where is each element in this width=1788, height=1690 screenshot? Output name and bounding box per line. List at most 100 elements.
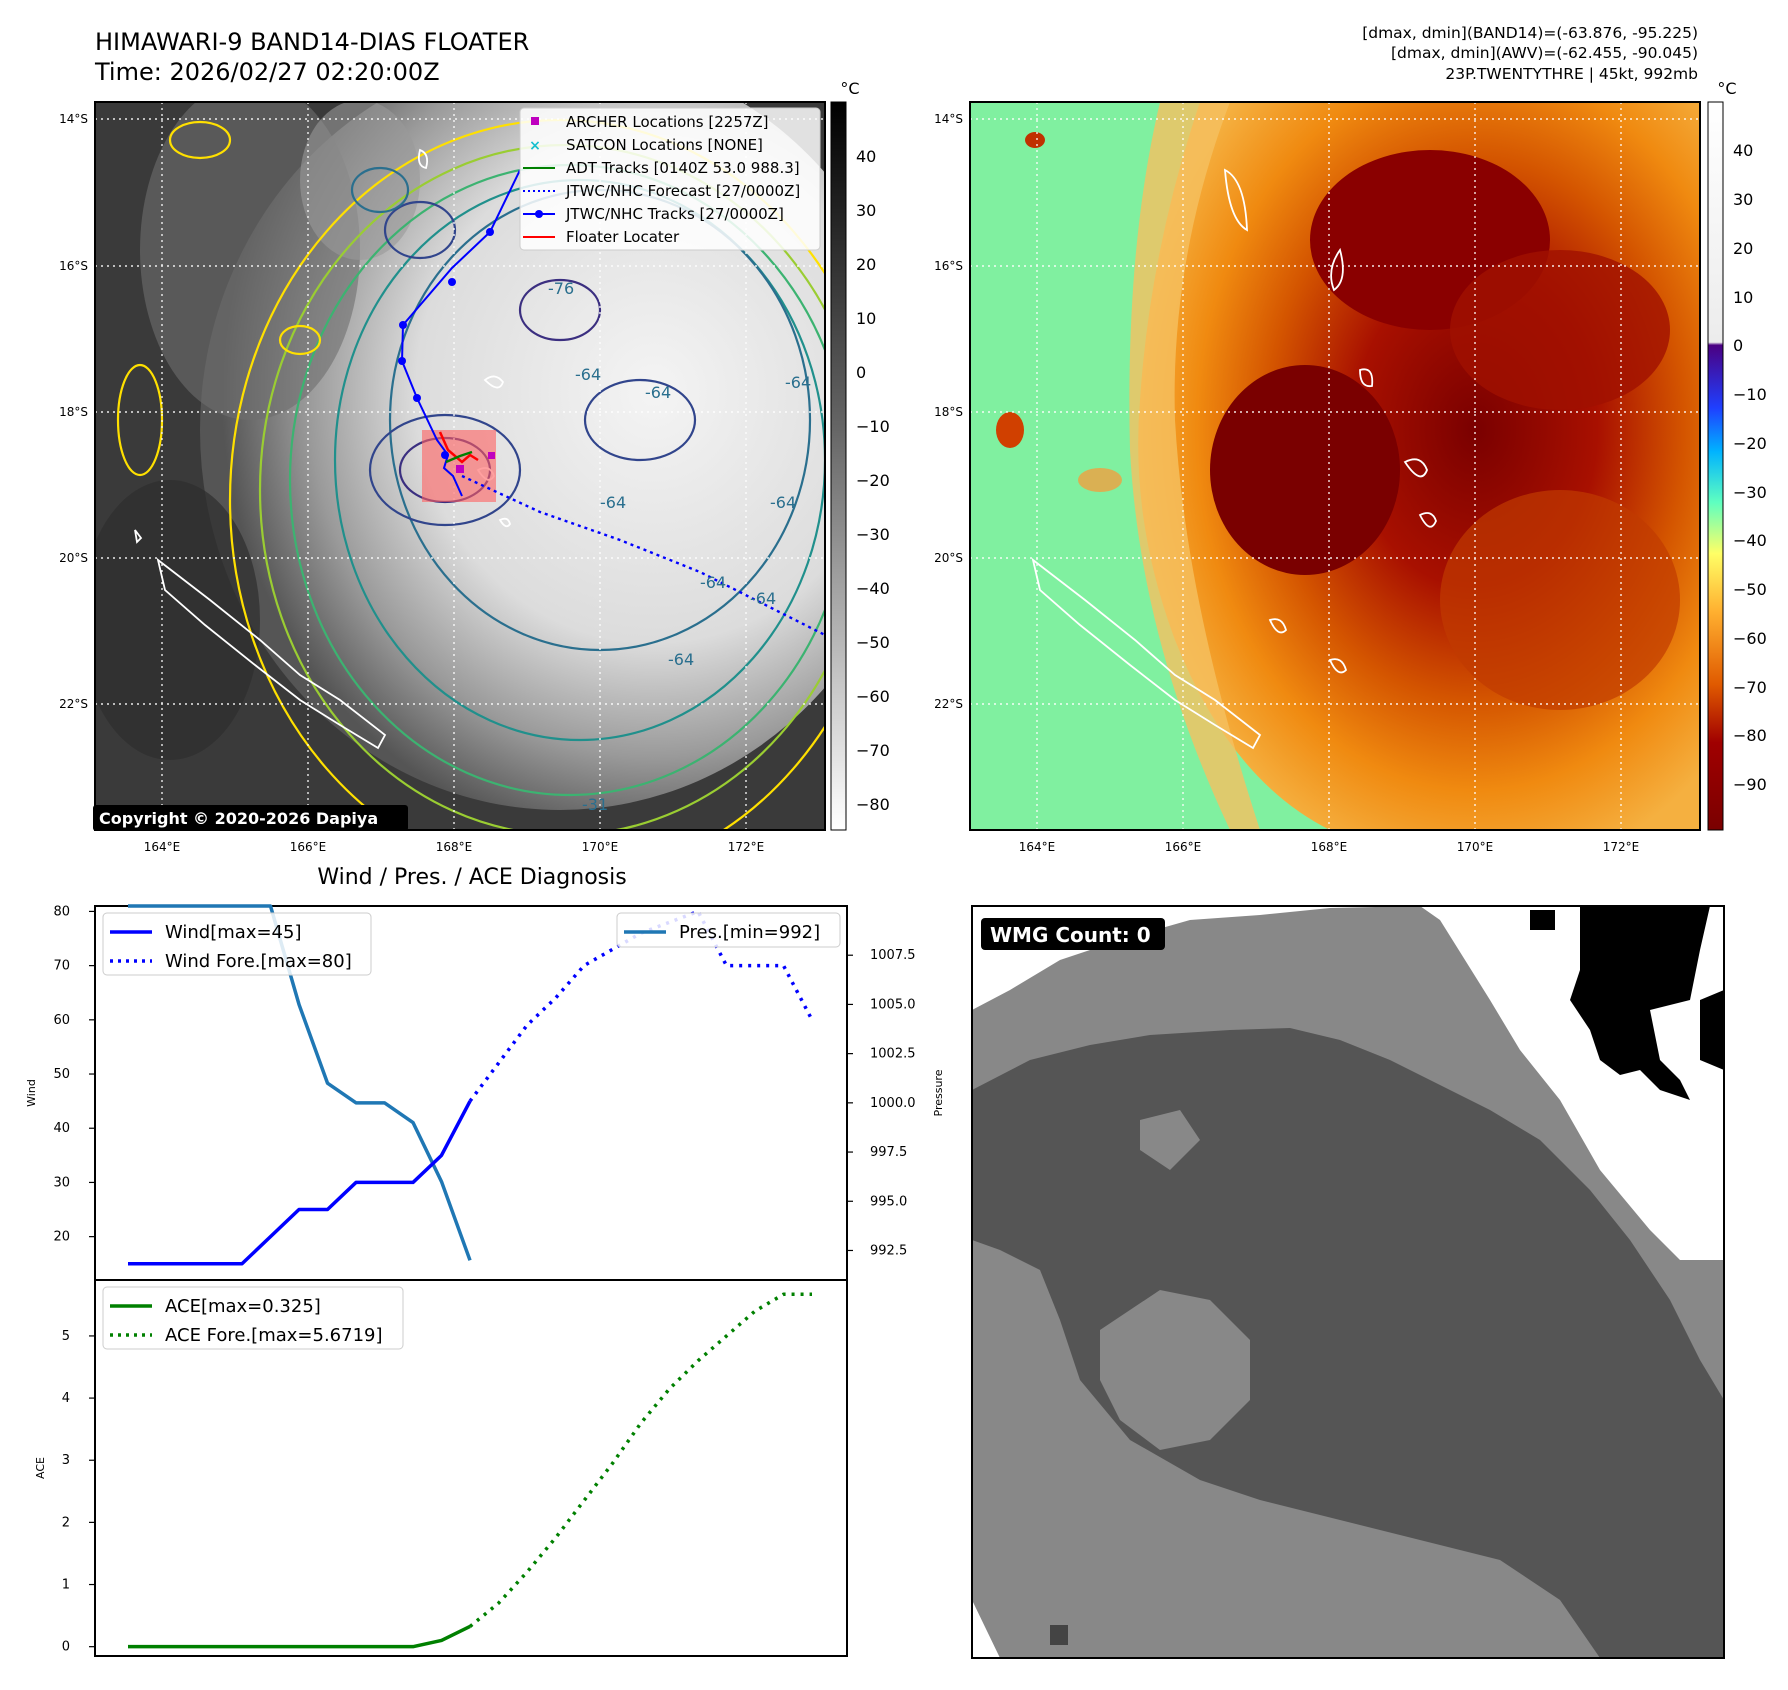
wmg-panel: WMG Count: 0 bbox=[971, 905, 1725, 1659]
dmax-awv: [dmax, dmin](AWV)=(-62.455, -90.045) bbox=[1391, 44, 1698, 62]
cb-tick: 20 bbox=[1733, 239, 1753, 258]
lon-label: 168°E bbox=[436, 840, 473, 854]
archer-marker bbox=[456, 465, 464, 473]
cb-tick: −50 bbox=[856, 633, 890, 652]
lat-label: 22°S bbox=[934, 697, 963, 711]
ir-map-panel: -76 -64 -64 -64 -64 -64 -64 -64 -64 -31 … bbox=[59, 79, 890, 854]
legend-pres: Pres.[min=992] bbox=[679, 922, 820, 943]
legend-floater: Floater Locater bbox=[566, 228, 680, 246]
ace-yticks: 5 4 3 2 1 0 bbox=[62, 1329, 95, 1655]
wind-tick-label: 20 bbox=[53, 1230, 70, 1245]
cb-tick: 10 bbox=[856, 309, 876, 328]
colorbar-unit: °C bbox=[1717, 79, 1736, 98]
ace-line bbox=[128, 1624, 471, 1649]
archer-legend-marker bbox=[531, 117, 539, 125]
legend-ace: ACE[max=0.325] bbox=[165, 1296, 321, 1317]
cb-tick: −50 bbox=[1733, 580, 1767, 599]
pres-yticks: 1007.5 1005.0 1002.5 1000.0 997.5 995.0 992.5 bbox=[847, 948, 916, 1258]
lat-label: 18°S bbox=[934, 405, 963, 419]
lat-label: 20°S bbox=[59, 551, 88, 565]
legend-adt: ADT Tracks [0140Z 53.0 988.3] bbox=[566, 159, 800, 177]
contour-label: -64 bbox=[770, 493, 796, 512]
cb-tick: −80 bbox=[1733, 726, 1767, 745]
pres-tick-label: 1005.0 bbox=[870, 997, 916, 1012]
wind-tick-label: 80 bbox=[53, 904, 70, 919]
diagnosis-title: Wind / Pres. / ACE Diagnosis bbox=[317, 865, 626, 890]
cb-tick: −70 bbox=[856, 741, 890, 760]
ace-series bbox=[128, 1292, 812, 1649]
lon-label: 166°E bbox=[290, 840, 327, 854]
cb-tick: −10 bbox=[856, 417, 890, 436]
legend-forecast: JTWC/NHC Forecast [27/0000Z] bbox=[565, 182, 800, 200]
color-map-frame bbox=[969, 101, 1701, 831]
wmg-count: WMG Count: 0 bbox=[990, 923, 1151, 947]
lon-label: 170°E bbox=[1457, 840, 1494, 854]
wind-legend bbox=[102, 912, 372, 976]
contour-label: -64 bbox=[668, 650, 694, 669]
legend-tracks: JTWC/NHC Tracks [27/0000Z] bbox=[565, 205, 784, 223]
pres-tick-label: 997.5 bbox=[870, 1145, 907, 1160]
wind-axis-label: Wind bbox=[25, 1079, 38, 1107]
cb-tick: 30 bbox=[856, 201, 876, 220]
legend-archer: ARCHER Locations [2257Z] bbox=[566, 113, 769, 131]
pres-tick-label: 1000.0 bbox=[870, 1096, 916, 1111]
wind-pressure-chart: 80 70 60 50 40 30 20 1007.5 1005.0 1002.5 1000.0 9… bbox=[25, 904, 945, 1281]
colorbar-color bbox=[1707, 101, 1724, 831]
tracks-legend-marker bbox=[535, 210, 543, 218]
wind-tick-label: 40 bbox=[53, 1121, 70, 1136]
cb-tick: −90 bbox=[1733, 775, 1767, 794]
ace-chart: 5 4 3 2 1 0 ACE ACE[max=0.325] ACE Fore.[max=… bbox=[34, 1279, 848, 1657]
cb-tick: 40 bbox=[1733, 141, 1753, 160]
storm-info: 23P.TWENTYTHRE | 45kt, 992mb bbox=[1445, 65, 1698, 83]
contour-label: -64 bbox=[600, 493, 626, 512]
pres-tick-label: 995.0 bbox=[870, 1194, 907, 1209]
legend-wind: Wind[max=45] bbox=[165, 922, 302, 943]
pres-tick-label: 1007.5 bbox=[870, 948, 916, 963]
jtwc-forecast-line bbox=[461, 474, 825, 637]
jtwc-track-points bbox=[398, 228, 494, 459]
wmg-frame bbox=[971, 905, 1725, 1659]
legend-ace-fore: ACE Fore.[max=5.6719] bbox=[165, 1325, 383, 1346]
copyright-badge bbox=[93, 805, 408, 831]
cb-tick: 10 bbox=[1733, 288, 1753, 307]
cb-tick: 20 bbox=[856, 255, 876, 274]
figure-title: HIMAWARI-9 BAND14-DIAS FLOATER bbox=[95, 28, 529, 56]
ace-axis-label: ACE bbox=[34, 1457, 47, 1479]
wind-tick-label: 30 bbox=[53, 1175, 70, 1190]
copyright-text: Copyright © 2020-2026 Dapiya bbox=[99, 809, 378, 828]
cb-tick: 0 bbox=[856, 363, 866, 382]
cb-tick: −60 bbox=[856, 687, 890, 706]
cb-tick: −40 bbox=[1733, 531, 1767, 550]
cb-tick: −30 bbox=[1733, 483, 1767, 502]
floater-locater-line bbox=[438, 431, 479, 464]
adt-track-line bbox=[445, 450, 473, 464]
color-map-panel: 14°S 16°S 18°S 20°S 22°S 164°E 166°E 168… bbox=[934, 79, 1767, 854]
colorbar-unit: °C bbox=[840, 79, 859, 98]
contour-label: -64 bbox=[750, 589, 776, 608]
wmg-imagery bbox=[972, 906, 1724, 1658]
lat-label: 14°S bbox=[934, 112, 963, 126]
wind-tick-label: 60 bbox=[53, 1013, 70, 1028]
cb-tick: 0 bbox=[1733, 336, 1743, 355]
cb-tick: −20 bbox=[856, 471, 890, 490]
lon-label: 164°E bbox=[144, 840, 181, 854]
contour-label: -31 bbox=[582, 795, 608, 814]
colorbar-gray-ticks: 40 30 20 10 0 −10 −20 −30 −40 −50 −60 −7… bbox=[856, 147, 890, 814]
legend-wind-fore: Wind Fore.[max=80] bbox=[165, 951, 352, 972]
cb-tick: −20 bbox=[1733, 434, 1767, 453]
lat-label: 22°S bbox=[59, 697, 88, 711]
cb-tick: 30 bbox=[1733, 190, 1753, 209]
lon-label: 168°E bbox=[1311, 840, 1348, 854]
wind-tick-label: 70 bbox=[53, 959, 70, 974]
cb-tick: −70 bbox=[1733, 678, 1767, 697]
ace-tick-label: 5 bbox=[62, 1329, 70, 1344]
pres-tick-label: 992.5 bbox=[870, 1243, 907, 1258]
pressure-legend bbox=[616, 912, 841, 948]
ace-tick-label: 0 bbox=[62, 1640, 70, 1655]
wind-line bbox=[128, 1100, 472, 1266]
wind-tick-label: 50 bbox=[53, 1067, 70, 1082]
pressure-line bbox=[128, 904, 472, 1261]
lon-label: 166°E bbox=[1165, 840, 1202, 854]
lon-label: 164°E bbox=[1019, 840, 1056, 854]
ace-tick-label: 3 bbox=[62, 1453, 70, 1468]
